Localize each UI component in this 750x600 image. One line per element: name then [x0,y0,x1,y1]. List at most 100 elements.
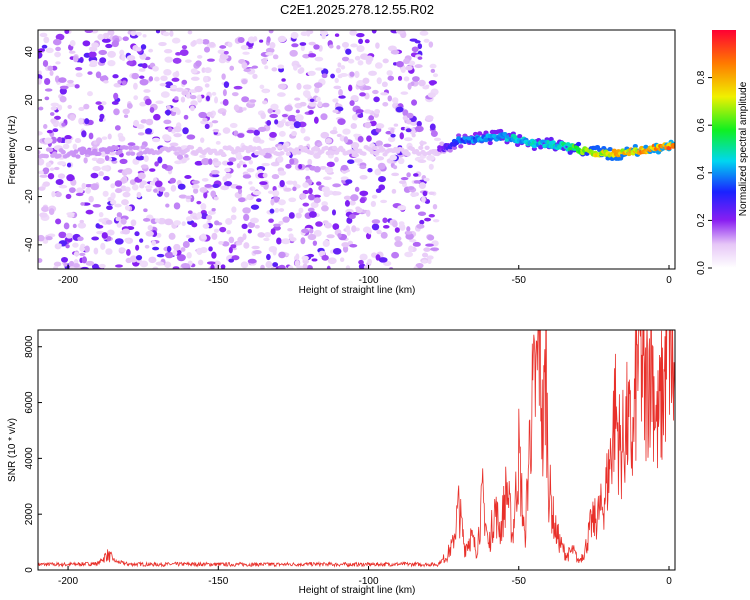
noise-blob [69,114,76,121]
noise-blob [338,95,346,99]
noise-blob [242,155,252,161]
noise-blob [287,265,294,269]
noise-blob [371,194,378,199]
noise-blob [88,132,94,140]
noise-blob [135,31,142,36]
noise-blob [329,130,338,135]
noise-blob [386,70,393,76]
noise-blob [77,222,87,229]
noise-blob [182,240,190,249]
noise-blob [288,212,295,219]
noise-blob [230,214,237,221]
noise-blob [98,171,104,177]
signal-blob [458,144,464,149]
noise-blob [110,199,117,205]
noise-blob [165,109,171,116]
noise-blob [208,246,213,252]
noise-blob [213,196,219,201]
spectrogram-x-tick-label: 0 [666,275,672,286]
noise-blob [287,114,297,122]
noise-blob [252,190,262,196]
noise-blob [387,136,396,143]
noise-blob [375,140,383,147]
noise-blob [294,97,301,101]
noise-blob [124,167,133,175]
noise-blob [155,261,165,266]
noise-blob [153,188,158,193]
noise-blob [333,191,342,196]
noise-blob [91,157,98,162]
noise-blob [273,223,281,227]
noise-blob [302,263,308,269]
noise-blob [272,54,279,60]
signal-blob [60,149,66,155]
noise-blob [269,131,277,138]
noise-blob [148,48,154,53]
signal-blob [75,154,81,159]
noise-blob [214,220,220,226]
noise-blob [362,85,372,90]
noise-blob [249,186,256,191]
noise-blob [194,160,203,166]
noise-blob [99,117,104,122]
noise-blob [87,71,93,75]
noise-blob [430,130,438,137]
noise-blob [277,35,287,43]
noise-blob [49,70,54,76]
noise-blob [340,164,349,171]
noise-blob [147,224,153,231]
noise-blob [341,41,350,48]
noise-blob [202,117,208,122]
noise-blob [148,76,154,82]
noise-blob [357,114,364,118]
noise-blob [233,104,240,111]
noise-blob [286,180,294,185]
noise-blob [58,231,67,239]
noise-blob [424,217,432,222]
spectrogram-x-label: Height of straight line (km) [299,285,416,296]
snr-y-tick-label: 4000 [24,447,35,470]
noise-blob [196,55,203,59]
noise-blob [206,261,216,265]
noise-blob [92,166,101,172]
noise-blob [139,78,149,86]
noise-blob [285,163,292,169]
noise-blob [249,99,257,103]
noise-blob [334,156,339,163]
noise-blob [313,116,319,124]
noise-blob [139,101,147,107]
noise-blob [158,186,166,192]
noise-blob [72,143,78,150]
noise-blob [124,186,131,192]
noise-blob [278,264,286,269]
noise-blob [356,45,365,53]
noise-blob [259,39,264,43]
noise-blob [321,201,328,207]
noise-blob [241,78,248,85]
noise-blob [205,95,211,102]
noise-blob [154,161,159,167]
noise-blob [200,137,205,143]
signal-blob [308,150,315,156]
noise-blob [64,30,70,34]
signal-blob [113,145,119,150]
signal-blob [323,145,329,151]
noise-blob [201,67,206,73]
noise-blob [154,180,163,188]
noise-blob [333,85,342,90]
noise-blob [254,224,260,229]
noise-blob [160,91,170,98]
noise-blob [96,230,104,235]
noise-blob [177,183,186,190]
noise-blob [298,164,303,170]
noise-blob [390,127,395,134]
noise-blob [378,257,388,263]
snr-x-ticks: -200 -150 -100 -50 0 [58,566,672,587]
noise-blob [105,219,113,225]
noise-blob [64,138,72,144]
noise-blob [339,257,345,263]
noise-blob [38,258,43,263]
noise-blob [220,185,229,191]
signal-blob [38,150,41,155]
noise-blob [52,128,59,133]
